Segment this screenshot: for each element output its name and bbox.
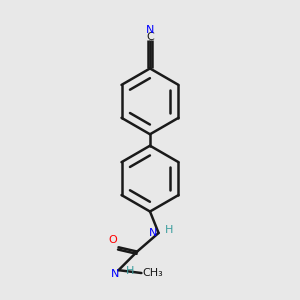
Text: N: N xyxy=(111,269,119,279)
Text: N: N xyxy=(149,228,157,238)
Text: C: C xyxy=(146,32,154,42)
Text: H: H xyxy=(165,225,173,235)
Text: CH₃: CH₃ xyxy=(143,268,164,278)
Text: O: O xyxy=(108,235,117,245)
Text: H: H xyxy=(126,266,134,276)
Text: N: N xyxy=(146,25,154,35)
